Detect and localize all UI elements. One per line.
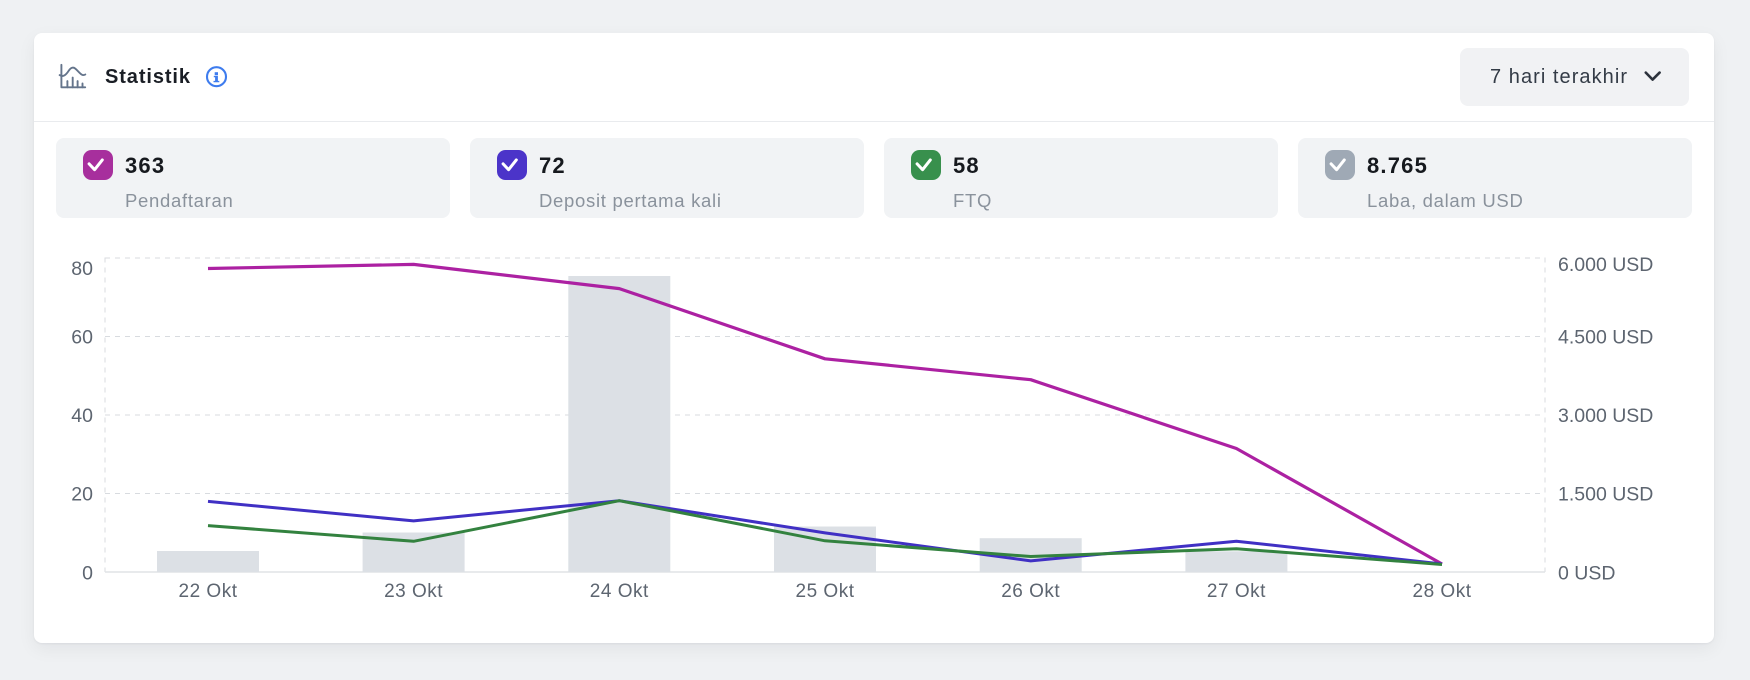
svg-text:4.500 USD: 4.500 USD bbox=[1558, 327, 1653, 349]
svg-text:20: 20 bbox=[71, 484, 93, 506]
svg-text:28 Okt: 28 Okt bbox=[1413, 581, 1472, 602]
svg-text:6.000 USD: 6.000 USD bbox=[1558, 254, 1653, 276]
svg-text:1.500 USD: 1.500 USD bbox=[1558, 484, 1653, 506]
svg-text:0 USD: 0 USD bbox=[1558, 562, 1615, 584]
svg-text:60: 60 bbox=[71, 327, 93, 349]
svg-text:24 Okt: 24 Okt bbox=[590, 581, 649, 602]
svg-text:26 Okt: 26 Okt bbox=[1001, 581, 1060, 602]
svg-text:22 Okt: 22 Okt bbox=[179, 581, 238, 602]
svg-text:80: 80 bbox=[71, 258, 93, 280]
svg-text:25 Okt: 25 Okt bbox=[796, 581, 855, 602]
svg-text:27 Okt: 27 Okt bbox=[1207, 581, 1266, 602]
svg-text:3.000 USD: 3.000 USD bbox=[1558, 405, 1653, 427]
svg-text:40: 40 bbox=[71, 405, 93, 427]
svg-text:23 Okt: 23 Okt bbox=[384, 581, 443, 602]
svg-text:0: 0 bbox=[82, 562, 93, 584]
